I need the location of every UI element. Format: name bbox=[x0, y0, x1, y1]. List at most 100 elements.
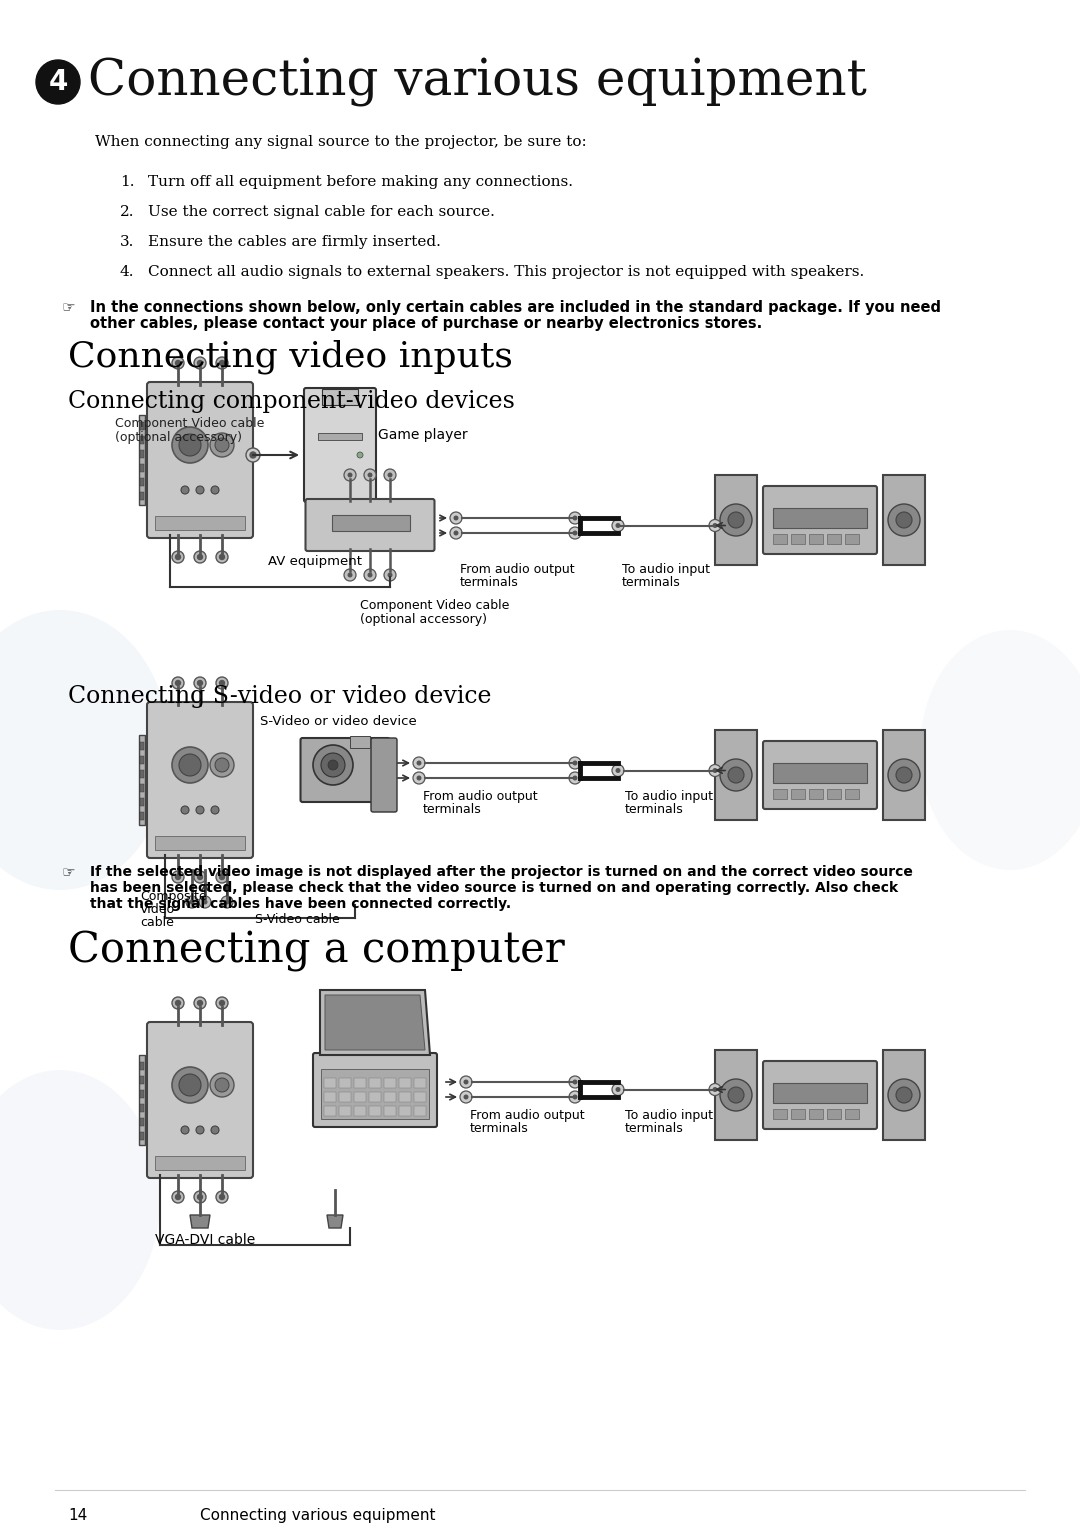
Circle shape bbox=[616, 1088, 621, 1092]
Bar bbox=[140, 742, 144, 750]
Circle shape bbox=[364, 469, 376, 482]
Bar bbox=[369, 1092, 381, 1101]
Circle shape bbox=[181, 1126, 189, 1134]
Circle shape bbox=[612, 1083, 624, 1095]
Circle shape bbox=[198, 1195, 203, 1200]
Ellipse shape bbox=[0, 611, 170, 890]
Circle shape bbox=[460, 1091, 472, 1103]
Circle shape bbox=[728, 1088, 744, 1103]
Bar bbox=[140, 1062, 144, 1071]
Bar bbox=[354, 1092, 366, 1101]
Bar bbox=[883, 476, 924, 565]
Circle shape bbox=[713, 769, 717, 773]
Polygon shape bbox=[320, 989, 430, 1055]
Bar bbox=[339, 1078, 351, 1088]
Circle shape bbox=[463, 1094, 469, 1100]
Circle shape bbox=[210, 753, 234, 778]
Circle shape bbox=[194, 676, 206, 689]
Circle shape bbox=[572, 531, 578, 535]
Text: 2.: 2. bbox=[120, 206, 135, 219]
Circle shape bbox=[367, 572, 373, 577]
Text: that the signal cables have been connected correctly.: that the signal cables have been connect… bbox=[90, 897, 511, 911]
Bar bbox=[139, 416, 145, 505]
Text: Connecting various equipment: Connecting various equipment bbox=[87, 57, 867, 107]
Text: other cables, please contact your place of purchase or nearby electronics stores: other cables, please contact your place … bbox=[90, 316, 762, 331]
Bar bbox=[883, 1049, 924, 1140]
Circle shape bbox=[569, 1091, 581, 1103]
Circle shape bbox=[216, 676, 228, 689]
Text: Composite: Composite bbox=[140, 890, 206, 904]
Circle shape bbox=[720, 1078, 752, 1111]
Circle shape bbox=[708, 1083, 721, 1095]
Bar bbox=[156, 836, 245, 850]
Circle shape bbox=[454, 531, 459, 535]
Text: terminals: terminals bbox=[460, 575, 518, 589]
Circle shape bbox=[175, 360, 180, 365]
Bar bbox=[791, 788, 805, 799]
Circle shape bbox=[189, 899, 194, 905]
Bar bbox=[384, 1078, 396, 1088]
Bar bbox=[332, 515, 410, 531]
Circle shape bbox=[569, 756, 581, 769]
Bar bbox=[827, 534, 841, 545]
Text: Connecting component-video devices: Connecting component-video devices bbox=[68, 390, 515, 413]
Ellipse shape bbox=[0, 1071, 160, 1330]
Circle shape bbox=[181, 805, 189, 815]
Circle shape bbox=[720, 759, 752, 792]
Text: terminals: terminals bbox=[625, 1121, 684, 1135]
Text: 4.: 4. bbox=[120, 265, 135, 279]
Circle shape bbox=[179, 755, 201, 776]
Circle shape bbox=[219, 874, 225, 879]
Text: ☞: ☞ bbox=[62, 301, 75, 314]
Text: terminals: terminals bbox=[625, 802, 684, 816]
Circle shape bbox=[172, 997, 184, 1009]
Circle shape bbox=[195, 1126, 204, 1134]
FancyBboxPatch shape bbox=[306, 499, 434, 551]
FancyBboxPatch shape bbox=[303, 388, 376, 502]
Text: ☞: ☞ bbox=[62, 865, 75, 881]
Bar bbox=[354, 1078, 366, 1088]
Bar bbox=[399, 1092, 411, 1101]
Circle shape bbox=[172, 357, 184, 370]
Bar bbox=[773, 762, 867, 782]
Text: Turn off all equipment before making any connections.: Turn off all equipment before making any… bbox=[148, 175, 573, 189]
Bar bbox=[139, 735, 145, 825]
Bar bbox=[140, 798, 144, 805]
Circle shape bbox=[345, 469, 356, 482]
Bar bbox=[827, 1109, 841, 1118]
FancyBboxPatch shape bbox=[762, 1062, 877, 1129]
Circle shape bbox=[194, 357, 206, 370]
Bar bbox=[399, 1106, 411, 1117]
Circle shape bbox=[215, 439, 229, 453]
Text: terminals: terminals bbox=[622, 575, 680, 589]
Circle shape bbox=[388, 572, 392, 577]
Text: Use the correct signal cable for each source.: Use the correct signal cable for each so… bbox=[148, 206, 495, 219]
Circle shape bbox=[572, 761, 578, 765]
Circle shape bbox=[172, 426, 208, 463]
Text: From audio output: From audio output bbox=[460, 563, 575, 575]
Circle shape bbox=[572, 1094, 578, 1100]
Circle shape bbox=[219, 360, 225, 365]
Circle shape bbox=[612, 764, 624, 776]
Circle shape bbox=[36, 60, 80, 104]
Circle shape bbox=[708, 764, 721, 776]
Bar bbox=[140, 1118, 144, 1126]
Circle shape bbox=[215, 1078, 229, 1092]
Text: Ensure the cables are firmly inserted.: Ensure the cables are firmly inserted. bbox=[148, 235, 441, 249]
Circle shape bbox=[463, 1080, 469, 1085]
Circle shape bbox=[175, 681, 180, 686]
Circle shape bbox=[194, 871, 206, 884]
Bar bbox=[339, 1106, 351, 1117]
Text: 14: 14 bbox=[68, 1508, 87, 1523]
Circle shape bbox=[225, 899, 229, 905]
Circle shape bbox=[211, 1126, 219, 1134]
Circle shape bbox=[181, 486, 189, 494]
Text: Connecting various equipment: Connecting various equipment bbox=[200, 1508, 435, 1523]
Bar bbox=[845, 1109, 859, 1118]
Circle shape bbox=[172, 676, 184, 689]
Circle shape bbox=[357, 453, 363, 459]
Bar bbox=[322, 390, 357, 405]
FancyBboxPatch shape bbox=[147, 382, 253, 538]
Bar bbox=[414, 1092, 426, 1101]
Ellipse shape bbox=[920, 630, 1080, 870]
